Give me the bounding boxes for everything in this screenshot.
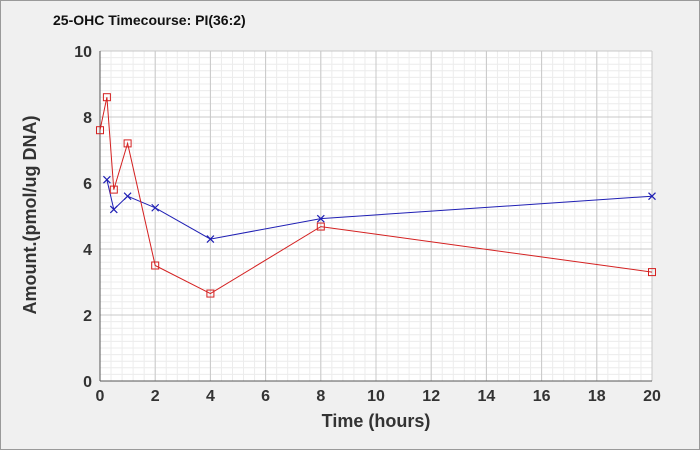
y-tick-label: 4	[83, 242, 92, 259]
x-tick-label: 12	[422, 388, 440, 405]
x-tick-label: 20	[643, 388, 661, 405]
series-2-point	[123, 139, 132, 148]
series-2-point	[102, 93, 111, 102]
x-tick-label: 0	[96, 388, 105, 405]
series-1-point	[316, 214, 325, 223]
plot-area: 0 2 4 6 8 10 12 14 16 18 20 0 2 4 6 8 10	[74, 44, 661, 405]
y-tick-label: 6	[83, 176, 92, 193]
x-tick-label: 10	[367, 388, 385, 405]
series-2-point	[109, 185, 118, 194]
x-tick-label: 4	[206, 388, 215, 405]
y-tick-label: 8	[83, 110, 92, 127]
series-2-point	[316, 222, 325, 231]
series-1-point	[109, 205, 118, 214]
series-2-point	[151, 261, 160, 270]
series-1-point	[648, 192, 656, 201]
x-tick-label: 6	[261, 388, 270, 405]
y-tick-label: 0	[83, 374, 92, 391]
series-2-point	[648, 268, 656, 277]
x-tick-label: 16	[533, 388, 551, 405]
series-1-point	[206, 235, 215, 244]
y-tick-label: 2	[83, 308, 92, 325]
series-2-point	[206, 289, 215, 298]
x-axis-label: Time (hours)	[322, 411, 431, 431]
y-tick-label: 10	[74, 44, 92, 61]
y-axis-label: Amount.(pmol/ug DNA)	[20, 116, 40, 315]
series-1-point	[123, 192, 132, 201]
series-1-point	[102, 175, 111, 184]
chart-title: 25-OHC Timecourse: PI(36:2)	[53, 12, 246, 28]
series-2-line	[99, 97, 653, 295]
x-tick-label: 14	[478, 388, 496, 405]
series-2-point	[96, 126, 104, 135]
x-tick-label: 2	[151, 388, 160, 405]
x-tick-label: 8	[316, 388, 325, 405]
series-1-point	[151, 203, 160, 212]
x-tick-label: 18	[588, 388, 606, 405]
